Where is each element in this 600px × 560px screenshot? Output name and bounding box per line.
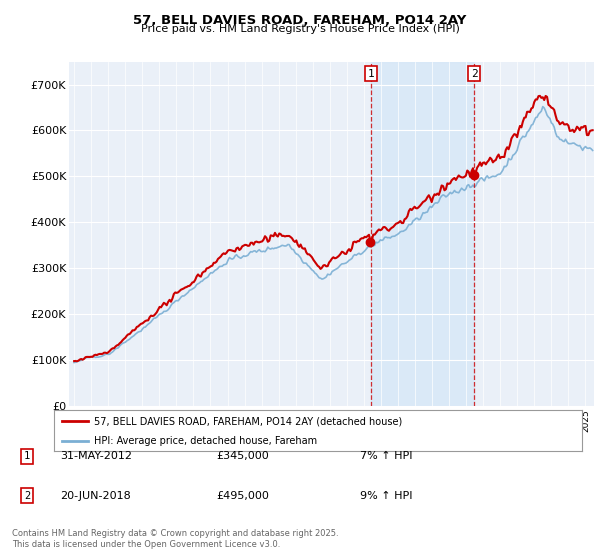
Text: 2: 2: [471, 69, 478, 78]
Bar: [371, 62, 474, 406]
Text: 31-MAY-2012: 31-MAY-2012: [60, 451, 132, 461]
Text: 57, BELL DAVIES ROAD, FAREHAM, PO14 2AY: 57, BELL DAVIES ROAD, FAREHAM, PO14 2AY: [133, 14, 467, 27]
Text: 7% ↑ HPI: 7% ↑ HPI: [360, 451, 413, 461]
Text: 20-JUN-2018: 20-JUN-2018: [60, 491, 131, 501]
Text: HPI: Average price, detached house, Fareham: HPI: Average price, detached house, Fare…: [94, 436, 317, 446]
Text: 1: 1: [24, 451, 30, 461]
Text: 57, BELL DAVIES ROAD, FAREHAM, PO14 2AY (detached house): 57, BELL DAVIES ROAD, FAREHAM, PO14 2AY …: [94, 417, 402, 426]
Text: £495,000: £495,000: [216, 491, 269, 501]
Text: 2: 2: [24, 491, 30, 501]
Text: 1: 1: [368, 69, 374, 78]
Text: £345,000: £345,000: [216, 451, 269, 461]
Text: 9% ↑ HPI: 9% ↑ HPI: [360, 491, 413, 501]
Text: Price paid vs. HM Land Registry's House Price Index (HPI): Price paid vs. HM Land Registry's House …: [140, 24, 460, 34]
Text: Contains HM Land Registry data © Crown copyright and database right 2025.
This d: Contains HM Land Registry data © Crown c…: [12, 529, 338, 549]
